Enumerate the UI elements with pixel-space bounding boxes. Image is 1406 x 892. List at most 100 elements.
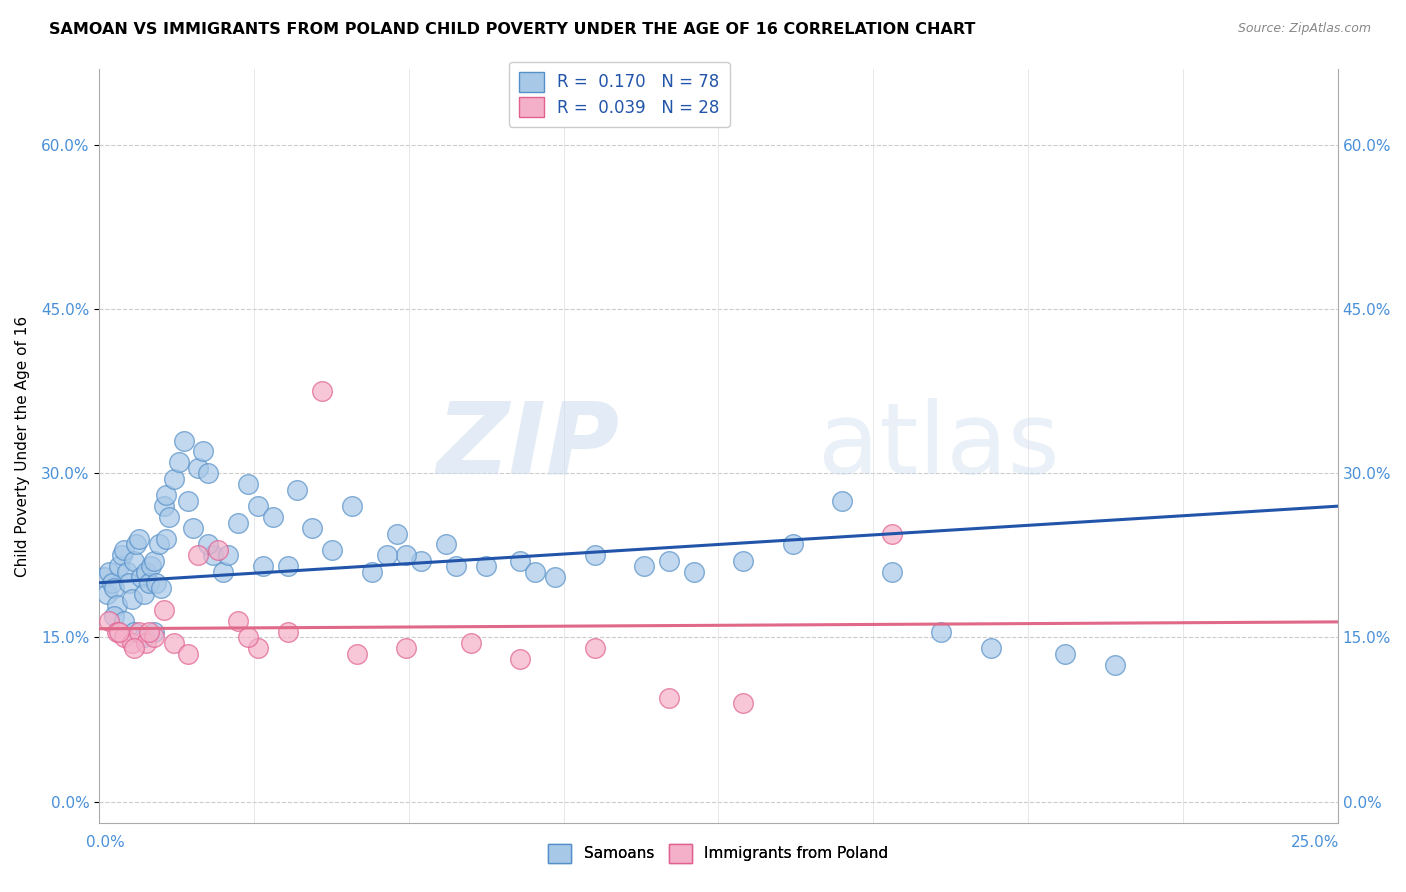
- Point: [187, 461, 209, 475]
- Point: [121, 592, 143, 607]
- Point: [121, 636, 143, 650]
- Text: ZIP: ZIP: [436, 398, 620, 494]
- Point: [155, 532, 177, 546]
- Point: [346, 647, 368, 661]
- Point: [1054, 647, 1077, 661]
- Point: [98, 565, 121, 579]
- Point: [112, 614, 135, 628]
- Point: [132, 631, 155, 645]
- Point: [141, 559, 163, 574]
- Point: [287, 483, 309, 497]
- Point: [207, 543, 229, 558]
- Point: [197, 467, 219, 481]
- Point: [93, 570, 115, 584]
- Point: [658, 690, 681, 705]
- Point: [246, 499, 269, 513]
- Point: [177, 647, 200, 661]
- Text: SAMOAN VS IMMIGRANTS FROM POLAND CHILD POVERTY UNDER THE AGE OF 16 CORRELATION C: SAMOAN VS IMMIGRANTS FROM POLAND CHILD P…: [49, 22, 976, 37]
- Point: [128, 532, 150, 546]
- Point: [658, 554, 681, 568]
- Point: [931, 625, 953, 640]
- Point: [111, 549, 134, 563]
- Point: [152, 603, 174, 617]
- Point: [277, 625, 299, 640]
- Point: [115, 565, 138, 579]
- Point: [633, 559, 655, 574]
- Point: [434, 537, 457, 551]
- Point: [782, 537, 804, 551]
- Point: [340, 499, 363, 513]
- Point: [1104, 657, 1126, 672]
- Point: [142, 554, 165, 568]
- Point: [108, 625, 131, 640]
- Point: [509, 554, 531, 568]
- Point: [252, 559, 274, 574]
- Point: [100, 575, 122, 590]
- Point: [162, 636, 184, 650]
- Point: [474, 559, 496, 574]
- Text: atlas: atlas: [817, 398, 1059, 494]
- Point: [122, 625, 145, 640]
- Point: [880, 526, 903, 541]
- Point: [385, 526, 408, 541]
- Point: [831, 493, 853, 508]
- Point: [125, 537, 148, 551]
- Point: [217, 549, 239, 563]
- Point: [103, 581, 125, 595]
- Point: [138, 575, 160, 590]
- Point: [880, 565, 903, 579]
- Point: [375, 549, 398, 563]
- Legend: Samoans, Immigrants from Poland: Samoans, Immigrants from Poland: [543, 838, 894, 869]
- Point: [202, 549, 225, 563]
- Point: [444, 559, 467, 574]
- Point: [118, 575, 141, 590]
- Point: [583, 549, 606, 563]
- Point: [96, 587, 118, 601]
- Point: [157, 510, 180, 524]
- Point: [277, 559, 299, 574]
- Point: [321, 543, 343, 558]
- Point: [197, 537, 219, 551]
- Point: [98, 614, 121, 628]
- Point: [142, 631, 165, 645]
- Point: [122, 641, 145, 656]
- Point: [311, 384, 333, 399]
- Point: [509, 652, 531, 666]
- Point: [236, 477, 259, 491]
- Point: [145, 575, 167, 590]
- Point: [138, 625, 160, 640]
- Point: [167, 455, 190, 469]
- Point: [193, 444, 215, 458]
- Point: [108, 559, 131, 574]
- Point: [103, 608, 125, 623]
- Point: [544, 570, 567, 584]
- Point: [733, 696, 755, 710]
- Point: [132, 587, 155, 601]
- Point: [105, 598, 128, 612]
- Point: [135, 565, 157, 579]
- Text: 0.0%: 0.0%: [86, 836, 125, 850]
- Point: [162, 472, 184, 486]
- Point: [148, 537, 170, 551]
- Point: [122, 554, 145, 568]
- Point: [301, 521, 323, 535]
- Point: [682, 565, 704, 579]
- Point: [411, 554, 433, 568]
- Point: [524, 565, 547, 579]
- Point: [360, 565, 382, 579]
- Point: [212, 565, 235, 579]
- Point: [183, 521, 205, 535]
- Point: [177, 493, 200, 508]
- Point: [187, 549, 209, 563]
- Point: [131, 570, 153, 584]
- Point: [135, 636, 157, 650]
- Point: [226, 516, 249, 530]
- Point: [173, 434, 195, 448]
- Point: [395, 549, 418, 563]
- Point: [236, 631, 259, 645]
- Point: [155, 488, 177, 502]
- Point: [583, 641, 606, 656]
- Point: [460, 636, 482, 650]
- Point: [980, 641, 1002, 656]
- Point: [246, 641, 269, 656]
